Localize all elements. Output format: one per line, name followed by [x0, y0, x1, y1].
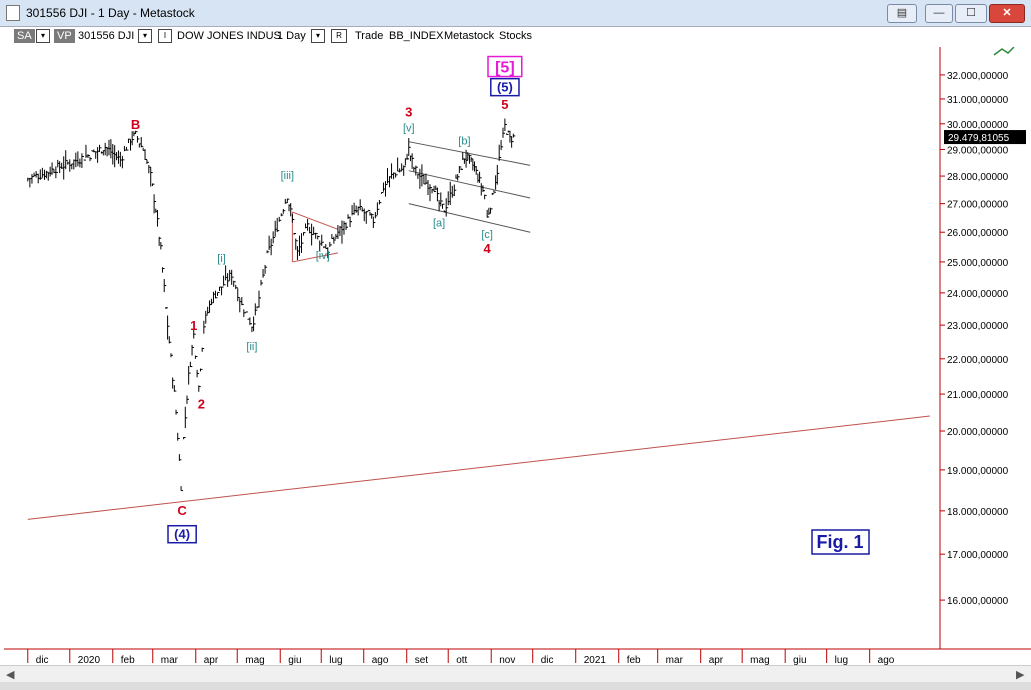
wave-label: [b]	[458, 135, 470, 147]
chart-svg: 16.000,00000 17.000,00000 18.000,00000 19.0…	[4, 46, 1031, 666]
x-tick-label: lug	[835, 655, 848, 665]
x-tick-label: dic	[36, 655, 49, 665]
scroll-left-icon[interactable]: ◀	[6, 669, 15, 681]
wave-label: [v]	[403, 122, 415, 134]
y-tick-label: 21.000,00000	[947, 390, 1009, 401]
x-tick-label: mar	[161, 655, 179, 665]
x-tick-label: ott	[456, 655, 467, 665]
index-label: BB_INDEX	[389, 30, 444, 42]
x-tick-label: giu	[288, 655, 301, 665]
wave-label: 1	[190, 318, 197, 333]
x-tick-label: mar	[666, 655, 684, 665]
vp-button[interactable]: VP	[54, 29, 75, 43]
symbol-label: 301556 DJI	[78, 30, 135, 42]
close-button[interactable]: ✕	[989, 4, 1025, 23]
last-price-tag	[944, 130, 1026, 145]
x-tick-label: ago	[878, 655, 895, 665]
window-title: 301556 DJI - 1 Day - Metastock	[26, 6, 195, 20]
scroll-right-icon[interactable]: ▶	[1016, 669, 1025, 681]
x-tick-label: nov	[499, 655, 515, 665]
minimize-button[interactable]: —	[925, 4, 953, 23]
y-tick-label: 27.000,00000	[947, 200, 1009, 211]
wave-label: [a]	[433, 217, 445, 229]
wave-label: (5)	[497, 80, 513, 95]
y-tick-label: 16.000,00000	[947, 596, 1009, 607]
instrument-type: Stocks	[499, 30, 533, 42]
y-tick-label: 17.000,00000	[947, 550, 1009, 561]
chart-tool-icon	[993, 46, 1015, 56]
y-tick-label: 20.000,00000	[947, 427, 1009, 438]
y-tick-label: 23.000,00000	[947, 321, 1009, 332]
trendline	[292, 211, 339, 230]
wave-label: 3	[405, 104, 412, 119]
indicator-dropdown[interactable]: I	[158, 29, 172, 43]
y-tick-label: 24.000,00000	[947, 289, 1009, 300]
period-dropdown[interactable]: ▾	[311, 29, 325, 43]
vendor-label: Metastock	[444, 30, 495, 42]
fig-annotation: Fig. 1	[816, 532, 863, 552]
x-tick-label: feb	[627, 655, 641, 665]
wave-label: [ii]	[246, 341, 257, 353]
wave-label: [5]	[495, 60, 515, 77]
horizontal-scrollbar[interactable]: ◀ ▶	[0, 665, 1031, 683]
y-tick-label: 31.000,00000	[947, 95, 1009, 106]
y-tick-label: 32.000,00000	[947, 71, 1009, 82]
trendline	[27, 415, 930, 520]
x-tick-label: apr	[709, 655, 724, 665]
wave-label: 5	[501, 97, 508, 112]
trendline	[408, 203, 531, 233]
x-tick-label: apr	[204, 655, 219, 665]
security-name: DOW JONES INDUS	[177, 30, 281, 42]
wave-label-box	[167, 524, 197, 544]
x-tick-label: mag	[245, 655, 264, 665]
wave-label: 4	[484, 241, 492, 256]
wave-label: [c]	[481, 229, 493, 241]
x-tick-label: giu	[793, 655, 806, 665]
wave-label: C	[177, 503, 187, 518]
status-bar	[0, 682, 1031, 690]
title-bar: 301556 DJI - 1 Day - Metastock ▤ — ☐ ✕	[0, 0, 1031, 27]
sa-button[interactable]: SA	[14, 29, 35, 43]
x-tick-label: 2020	[78, 655, 101, 665]
wave-label-box	[487, 55, 523, 78]
y-tick-label: 22.000,00000	[947, 355, 1009, 366]
document-icon	[6, 5, 20, 21]
wave-label: [iv]	[316, 250, 330, 262]
trade-label[interactable]: Trade	[355, 30, 384, 42]
symbol-dropdown[interactable]: ▾	[138, 29, 152, 43]
trendline	[408, 170, 531, 199]
x-tick-label: mag	[750, 655, 769, 665]
x-tick-label: lug	[329, 655, 342, 665]
wave-label: B	[131, 117, 140, 132]
refresh-dropdown[interactable]: R	[331, 29, 347, 43]
y-tick-label: 30.000,00000	[947, 120, 1009, 131]
y-tick-label: 25.000,00000	[947, 258, 1009, 269]
wave-label: [i]	[217, 253, 226, 265]
trendline	[408, 141, 531, 166]
y-tick-label: 19.000,00000	[947, 466, 1009, 477]
y-tick-label: 26.000,00000	[947, 228, 1009, 239]
price-chart[interactable]: 16.000,00000 17.000,00000 18.000,00000 19.0…	[0, 46, 1031, 666]
x-tick-label: ago	[372, 655, 389, 665]
wave-label: (4)	[174, 527, 190, 542]
wave-label-box	[490, 77, 520, 97]
maximize-button[interactable]: ☐	[955, 4, 987, 23]
x-tick-label: feb	[121, 655, 135, 665]
x-tick-label: 2021	[584, 655, 607, 665]
restore-layout-button[interactable]: ▤	[887, 4, 917, 23]
y-tick-label: 29.000,00000	[947, 145, 1009, 156]
trendline	[292, 252, 339, 263]
period-label: 1 Day	[277, 30, 306, 42]
wave-label: [iii]	[281, 170, 294, 182]
fig-annotation-box	[811, 529, 870, 555]
x-tick-label: dic	[541, 655, 554, 665]
sa-dropdown[interactable]: ▾	[36, 29, 50, 43]
x-tick-label: set	[415, 655, 429, 665]
wave-label: 2	[198, 397, 205, 412]
chart-toolbar: SA ▾ VP 301556 DJI ▾ I DOW JONES INDUS 1…	[0, 27, 1031, 47]
last-price-label: 29.479,81055	[948, 133, 1010, 144]
y-tick-label: 28.000,00000	[947, 172, 1009, 183]
y-tick-label: 18.000,00000	[947, 507, 1009, 518]
